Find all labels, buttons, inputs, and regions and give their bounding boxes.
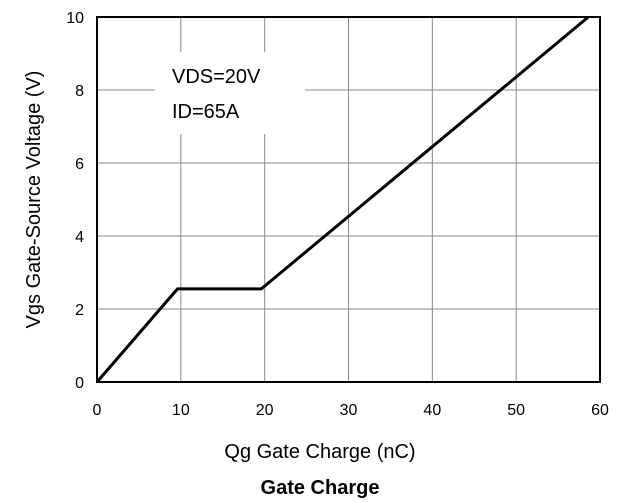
y-tick-label: 6 xyxy=(75,156,84,173)
y-axis-title: Vgs Gate-Source Voltage (V) xyxy=(23,71,45,329)
series-line-0 xyxy=(95,15,590,383)
x-tick-labels: 0 10 20 30 40 50 60 xyxy=(93,402,609,419)
y-tick-labels: 0 2 4 6 8 10 xyxy=(66,10,84,392)
annotation-vds: VDS=20V xyxy=(172,66,261,88)
y-tick-label: 10 xyxy=(66,10,84,27)
y-tick-label: 0 xyxy=(75,375,84,392)
x-tick-label: 60 xyxy=(591,402,609,419)
chart-title: Gate Charge xyxy=(261,477,380,499)
x-tick-label: 40 xyxy=(423,402,441,419)
annotation-id: ID=65A xyxy=(172,101,240,123)
y-tick-label: 2 xyxy=(75,302,84,319)
annotation-background xyxy=(155,52,305,134)
annotation-group: VDS=20V ID=65A xyxy=(172,66,261,123)
series-group xyxy=(95,15,590,383)
x-axis-title: Qg Gate Charge (nC) xyxy=(224,441,415,463)
x-tick-label: 30 xyxy=(340,402,358,419)
x-tick-label: 10 xyxy=(172,402,190,419)
x-tick-label: 50 xyxy=(507,402,525,419)
x-tick-label: 0 xyxy=(93,402,102,419)
y-tick-label: 8 xyxy=(75,83,84,100)
x-tick-label: 20 xyxy=(256,402,274,419)
y-tick-label: 4 xyxy=(75,229,84,246)
plot-frame xyxy=(96,16,601,383)
